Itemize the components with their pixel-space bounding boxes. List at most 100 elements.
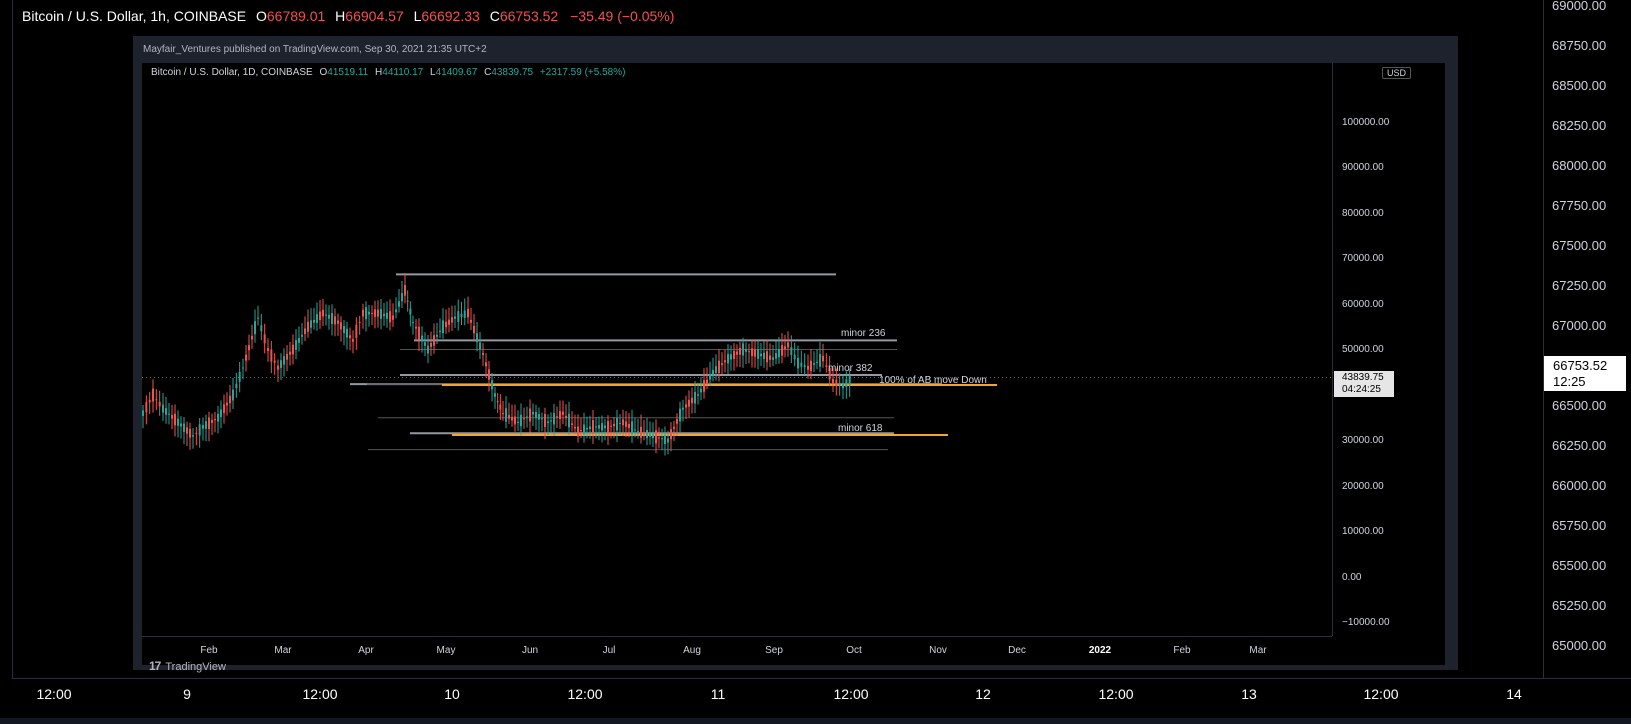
candle — [742, 337, 744, 368]
candle — [292, 334, 294, 365]
candle — [787, 331, 789, 357]
snapshot-low-label: L — [430, 67, 436, 78]
candle — [220, 400, 222, 429]
outer-close-label: C — [489, 8, 500, 24]
candle — [214, 411, 216, 433]
candle — [273, 353, 276, 375]
snapshot-publisher-header: Mayfair_Ventures published on TradingVie… — [143, 44, 487, 55]
snapshot-last-price: 43839.75 — [1342, 372, 1384, 383]
outer-price-tick: 65000.00 — [1552, 638, 1607, 653]
outer-time-tick: 12 — [975, 686, 991, 702]
candle — [691, 387, 693, 414]
candle — [325, 304, 327, 326]
snapshot-symbol-title: Bitcoin / U.S. Dollar, 1D, COINBASE — [151, 67, 313, 78]
candle — [463, 298, 466, 326]
candle — [670, 422, 672, 452]
candle — [467, 296, 469, 324]
snapshot-time-tick: Nov — [929, 645, 947, 656]
candle — [286, 345, 288, 372]
outer-symbol-title[interactable]: Bitcoin / U.S. Dollar, 1h, COINBASE — [22, 8, 247, 24]
candle — [406, 290, 409, 312]
snapshot-time-tick: Mar — [1249, 645, 1267, 656]
snapshot-chart-area: Bitcoin / U.S. Dollar, 1D, COINBASE O415… — [142, 63, 1445, 673]
outer-low-label: L — [413, 8, 422, 24]
candle — [610, 419, 612, 439]
candle — [304, 316, 306, 341]
outer-price-tick: 69000.00 — [1552, 0, 1607, 13]
candle — [562, 400, 564, 425]
candle — [685, 395, 687, 419]
candle — [616, 409, 618, 443]
candle — [289, 342, 291, 366]
candle — [433, 323, 435, 354]
candle — [340, 316, 342, 342]
outer-time-tick: 12:00 — [1098, 686, 1134, 702]
candle — [223, 394, 225, 424]
candle — [529, 399, 531, 433]
candle — [589, 415, 591, 439]
candle — [700, 376, 702, 401]
candle — [520, 403, 522, 436]
outer-high-value: 66904.57 — [345, 8, 404, 24]
candle — [389, 299, 391, 331]
candle — [595, 417, 597, 439]
candle — [631, 409, 633, 443]
candle — [496, 393, 499, 414]
candle — [270, 340, 273, 374]
snapshot-close-value: 43839.75 — [491, 67, 534, 78]
candle — [547, 414, 549, 436]
candle — [158, 390, 161, 416]
outer-price-axis-border — [1543, 0, 1544, 678]
candle — [235, 372, 238, 398]
candle — [439, 318, 441, 339]
candle — [577, 414, 579, 443]
candle — [661, 428, 663, 451]
candle — [664, 426, 666, 456]
candle — [803, 353, 806, 376]
snapshot-price-tick: 100000.00 — [1342, 117, 1390, 128]
snapshot-price-tick: 20000.00 — [1342, 481, 1384, 492]
snapshot-open-label: O — [319, 67, 328, 78]
snapshot-change-value: +2317.59 (+5.58%) — [539, 67, 626, 78]
candle — [211, 413, 213, 436]
candle — [532, 403, 534, 427]
candle — [334, 308, 336, 337]
snapshot-open-value: 41519.11 — [327, 67, 369, 78]
snapshot-price-tick: 30000.00 — [1342, 435, 1384, 446]
candle — [604, 418, 606, 441]
candle — [386, 301, 388, 328]
candle — [622, 409, 624, 437]
snapshot-price-tick: −10000.00 — [1342, 617, 1390, 628]
candle — [415, 319, 417, 341]
candle — [421, 326, 423, 353]
candle — [451, 305, 453, 332]
candle — [751, 339, 753, 368]
candle — [189, 422, 191, 450]
bottom-toolbar-strip[interactable] — [0, 718, 1631, 724]
snapshot-time-axis-border — [142, 636, 1332, 637]
candle — [180, 416, 182, 439]
outer-time-tick: 12:00 — [36, 686, 72, 702]
candle — [819, 341, 821, 373]
candle — [404, 273, 406, 304]
candle — [238, 361, 241, 393]
snapshot-high-value: 44110.17 — [382, 67, 424, 78]
outer-price-tick: 65250.00 — [1552, 598, 1607, 613]
snapshot-symbol-legend: Bitcoin / U.S. Dollar, 1D, COINBASE O415… — [151, 67, 625, 78]
candle — [838, 373, 841, 396]
candle — [848, 369, 851, 397]
candle — [254, 309, 256, 343]
candle — [485, 353, 487, 378]
candle — [251, 324, 253, 349]
snapshot-last-countdown: 04:24:25 — [1342, 384, 1381, 395]
candle — [260, 313, 263, 341]
outer-price-tick: 67750.00 — [1552, 198, 1607, 213]
outer-time-tick: 9 — [183, 686, 191, 702]
candle — [682, 399, 684, 422]
candle — [508, 402, 510, 425]
candle — [409, 301, 412, 327]
candle — [607, 415, 609, 446]
candle — [442, 308, 444, 339]
candle — [646, 417, 648, 446]
candle — [226, 392, 228, 416]
